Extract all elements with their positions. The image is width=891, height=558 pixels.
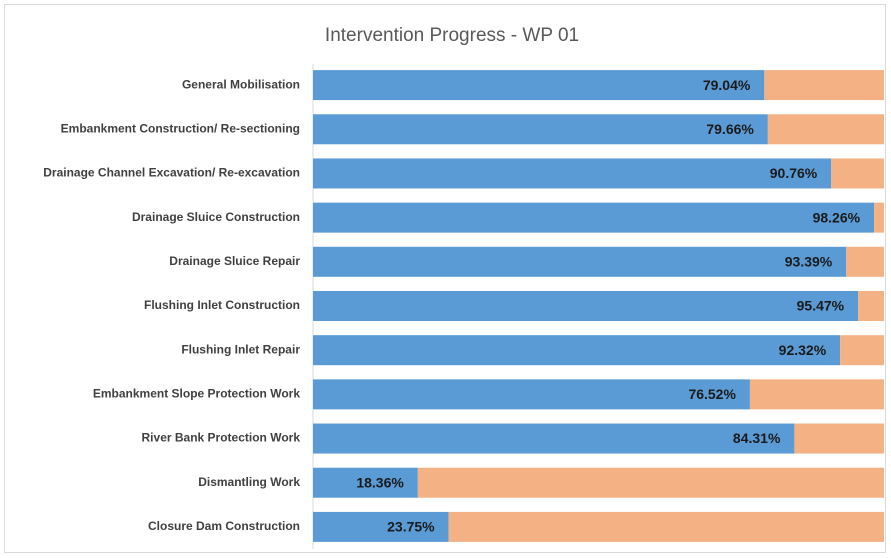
y-tick-label: Embankment Construction/ Re-sectioning [61,121,300,135]
y-tick-label: Flushing Inlet Repair [181,342,300,356]
value-label: 79.04% [703,77,751,93]
bar-segment [874,202,884,233]
y-tick-label: Drainage Channel Excavation/ Re-excavati… [43,166,300,180]
bar-segment [313,335,841,366]
bar-segment [846,246,884,277]
value-label: 92.32% [779,342,827,358]
bar-segment [313,114,768,145]
value-label: 95.47% [797,298,845,314]
bar-segment [313,202,875,233]
chart-title: Intervention Progress - WP 01 [325,25,579,46]
bar-segment [794,423,884,454]
y-tick-label: General Mobilisation [182,77,300,91]
value-label: 76.52% [688,386,736,402]
bar-segment [749,379,884,410]
bar-segment [840,335,884,366]
bar-segment [764,70,884,101]
bar-segment [313,379,750,410]
bar-segment [313,291,859,321]
y-tick-label: Embankment Slope Protection Work [93,387,300,401]
y-tick-label: Flushing Inlet Construction [144,298,300,312]
bar-segment [858,291,884,321]
value-label: 84.31% [733,430,781,446]
bar-segment [313,246,847,277]
value-label: 90.76% [770,165,818,181]
value-label: 93.39% [785,254,833,270]
value-label: 23.75% [387,519,435,535]
bar-segment [313,70,765,101]
bar-segment [831,158,884,189]
bar-segment [313,467,418,498]
bar-segment [313,511,449,542]
value-label: 98.26% [813,209,861,225]
bar-segment [448,511,884,542]
value-label: 18.36% [356,474,404,490]
y-tick-label: Drainage Sluice Construction [132,210,300,224]
bar-segment [313,158,832,189]
y-tick-label: River Bank Protection Work [142,431,301,445]
y-tick-label: Closure Dam Construction [148,519,300,533]
value-label: 79.66% [706,121,754,137]
bar-segment [313,423,795,454]
bar-segment [417,467,884,498]
y-tick-label: Dismantling Work [198,475,300,489]
bar-segment [767,114,884,145]
y-tick-label: Drainage Sluice Repair [169,254,300,268]
